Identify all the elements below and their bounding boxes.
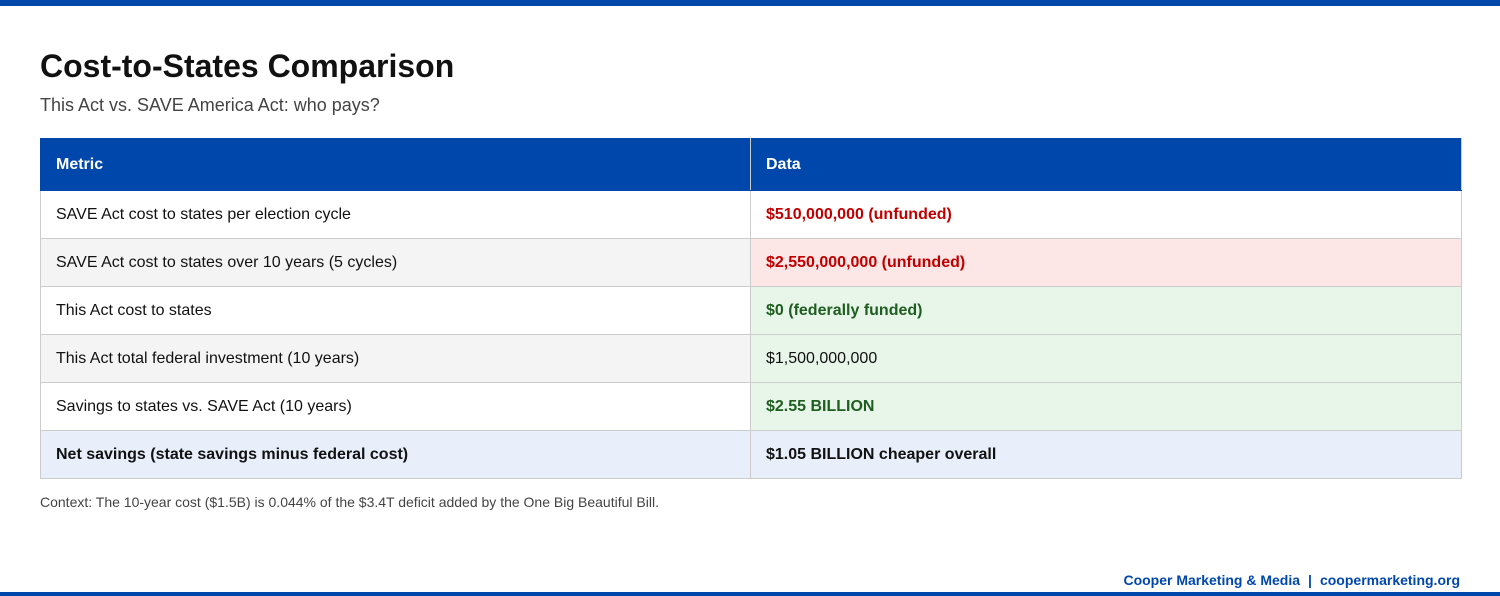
data-cell: $2,550,000,000 (unfunded) bbox=[750, 238, 1462, 287]
top-bar bbox=[0, 0, 1500, 6]
brand: Cooper Marketing & Media bbox=[1123, 572, 1301, 588]
column-header: Metric bbox=[40, 138, 751, 191]
row: SAVE Act cost to states per election cyc… bbox=[40, 190, 1462, 239]
column-header: Data bbox=[750, 138, 1462, 191]
row: Savings to states vs. SAVE Act (10 years… bbox=[40, 382, 1462, 431]
data-cell: $0 (federally funded) bbox=[750, 286, 1462, 335]
row: This Act total federal investment (10 ye… bbox=[40, 334, 1462, 383]
bottom-bar bbox=[0, 592, 1500, 596]
data-cell: $510,000,000 (unfunded) bbox=[750, 190, 1462, 239]
data-cell: $1,500,000,000 bbox=[750, 334, 1462, 383]
metric-cell: SAVE Act cost to states over 10 years (5… bbox=[40, 238, 751, 287]
metric-cell: This Act total federal investment (10 ye… bbox=[40, 334, 751, 383]
data-cell: $2.55 BILLION bbox=[750, 382, 1462, 431]
title: Cost-to-States Comparison bbox=[40, 48, 455, 84]
row: This Act cost to states $0 (federally fu… bbox=[40, 286, 1462, 335]
metric-cell: Net savings (state savings minus federal… bbox=[40, 430, 751, 479]
site: coopermarketing.org bbox=[1319, 572, 1460, 588]
separator: | bbox=[1308, 572, 1312, 588]
context-note: Context: The 10-year cost ($1.5B) is 0.0… bbox=[40, 494, 659, 510]
metric-cell: This Act cost to states bbox=[40, 286, 751, 335]
metric-cell: SAVE Act cost to states per election cyc… bbox=[40, 190, 751, 239]
row: Net savings (state savings minus federal… bbox=[40, 430, 1462, 479]
header-row: Metric Data bbox=[40, 138, 1462, 191]
footer: Cooper Marketing & Media | coopermarketing… bbox=[1123, 572, 1460, 588]
row: SAVE Act cost to states over 10 years (5… bbox=[40, 238, 1462, 287]
data-cell: $1.05 BILLION cheaper overall bbox=[750, 430, 1462, 479]
metric-cell: Savings to states vs. SAVE Act (10 years… bbox=[40, 382, 751, 431]
comparison-table: Metric Data SAVE Act cost to states per … bbox=[40, 138, 1462, 479]
subtitle: This Act vs. SAVE America Act: who pays? bbox=[40, 95, 380, 115]
